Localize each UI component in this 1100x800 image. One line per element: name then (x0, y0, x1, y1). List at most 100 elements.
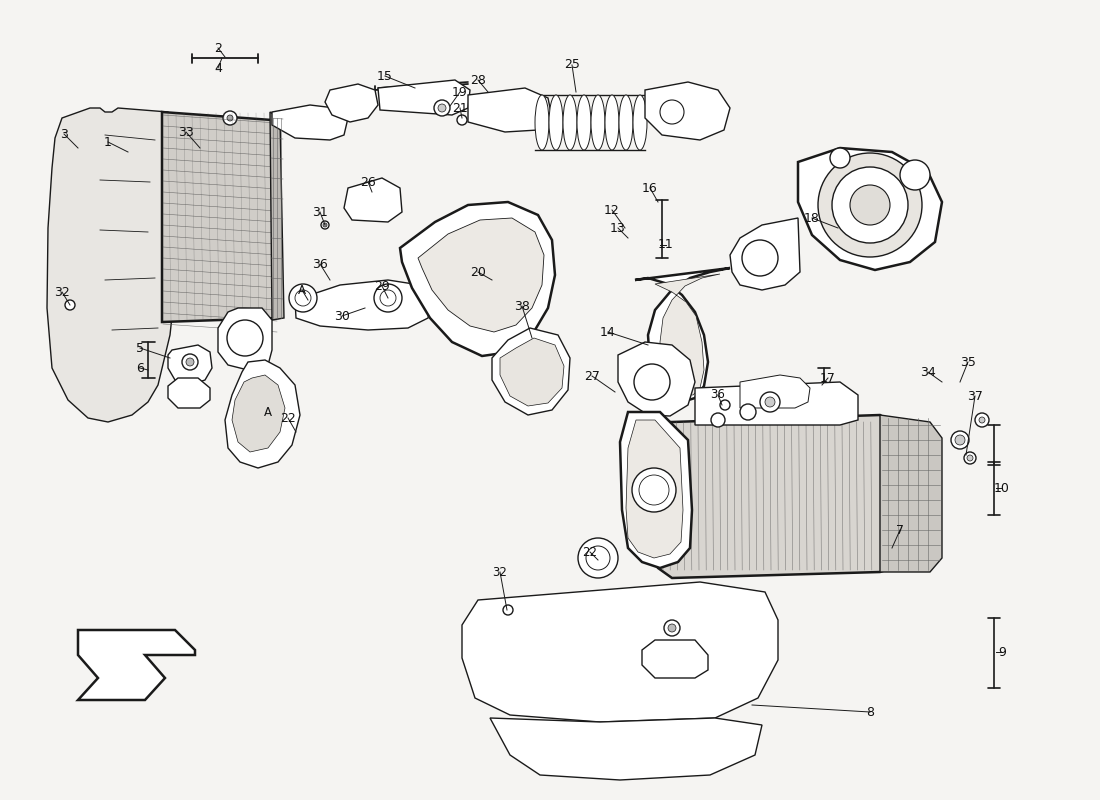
Text: 21: 21 (452, 102, 468, 114)
Circle shape (964, 452, 976, 464)
Text: 6: 6 (136, 362, 144, 374)
Polygon shape (344, 178, 402, 222)
Text: 18: 18 (804, 211, 820, 225)
Text: 35: 35 (960, 355, 976, 369)
Circle shape (323, 223, 327, 227)
Polygon shape (324, 84, 378, 122)
Circle shape (227, 320, 263, 356)
Polygon shape (695, 382, 858, 425)
Circle shape (634, 364, 670, 400)
Polygon shape (730, 218, 800, 290)
Text: 12: 12 (604, 203, 620, 217)
Text: 22: 22 (583, 546, 597, 558)
Text: 32: 32 (54, 286, 70, 298)
Circle shape (503, 605, 513, 615)
Text: 33: 33 (178, 126, 194, 138)
Polygon shape (635, 268, 730, 402)
Circle shape (967, 455, 974, 461)
Circle shape (850, 185, 890, 225)
Circle shape (742, 240, 778, 276)
Circle shape (952, 431, 969, 449)
Circle shape (632, 468, 676, 512)
Circle shape (832, 167, 908, 243)
Text: 16: 16 (642, 182, 658, 194)
Polygon shape (618, 342, 695, 416)
Polygon shape (218, 308, 272, 370)
Text: 31: 31 (312, 206, 328, 218)
Polygon shape (418, 218, 544, 332)
Polygon shape (492, 328, 570, 415)
Circle shape (438, 104, 446, 112)
Ellipse shape (549, 95, 563, 150)
Circle shape (764, 397, 776, 407)
Circle shape (900, 160, 930, 190)
Text: 25: 25 (564, 58, 580, 71)
Text: 15: 15 (377, 70, 393, 82)
Text: 7: 7 (896, 523, 904, 537)
Text: 29: 29 (374, 279, 389, 293)
Circle shape (65, 300, 75, 310)
Text: 1: 1 (104, 135, 112, 149)
Text: 27: 27 (584, 370, 600, 382)
Polygon shape (78, 630, 195, 700)
Text: 38: 38 (514, 299, 530, 313)
Circle shape (830, 148, 850, 168)
Circle shape (639, 475, 669, 505)
Polygon shape (232, 375, 285, 452)
Ellipse shape (535, 95, 549, 150)
Polygon shape (47, 108, 178, 422)
Polygon shape (642, 640, 708, 678)
Polygon shape (272, 105, 348, 140)
Text: 19: 19 (452, 86, 468, 98)
Ellipse shape (563, 95, 578, 150)
Text: 34: 34 (920, 366, 936, 378)
Text: 36: 36 (711, 389, 725, 402)
Polygon shape (295, 280, 432, 330)
Circle shape (379, 290, 396, 306)
Text: 30: 30 (334, 310, 350, 322)
Polygon shape (270, 112, 284, 320)
Polygon shape (162, 112, 278, 322)
Polygon shape (378, 80, 470, 115)
Text: 3: 3 (60, 127, 68, 141)
Text: A: A (264, 406, 272, 418)
Circle shape (456, 115, 468, 125)
Circle shape (711, 413, 725, 427)
Ellipse shape (632, 95, 647, 150)
Circle shape (586, 546, 611, 570)
Circle shape (760, 392, 780, 412)
Text: 28: 28 (470, 74, 486, 86)
Polygon shape (620, 412, 692, 568)
Circle shape (321, 221, 329, 229)
Circle shape (660, 100, 684, 124)
Text: —: — (253, 407, 263, 417)
Circle shape (578, 538, 618, 578)
Text: 5: 5 (136, 342, 144, 354)
Polygon shape (168, 378, 210, 408)
Text: 22: 22 (280, 411, 296, 425)
Circle shape (295, 290, 311, 306)
Text: 2: 2 (214, 42, 222, 54)
Ellipse shape (605, 95, 619, 150)
Polygon shape (654, 274, 720, 395)
Polygon shape (490, 718, 762, 780)
Circle shape (227, 115, 233, 121)
Text: 14: 14 (601, 326, 616, 338)
Text: 9: 9 (998, 646, 1005, 658)
Text: 20: 20 (470, 266, 486, 278)
Circle shape (374, 284, 401, 312)
Polygon shape (880, 415, 942, 572)
Polygon shape (168, 345, 212, 385)
Circle shape (434, 100, 450, 116)
Polygon shape (462, 582, 778, 722)
Ellipse shape (578, 95, 591, 150)
Polygon shape (400, 202, 556, 356)
Ellipse shape (619, 95, 632, 150)
Text: 4: 4 (214, 62, 222, 74)
Circle shape (720, 400, 730, 410)
Text: 11: 11 (658, 238, 674, 251)
Text: 32: 32 (493, 566, 507, 578)
Text: 10: 10 (994, 482, 1010, 494)
Circle shape (668, 624, 676, 632)
Text: 36: 36 (312, 258, 328, 270)
